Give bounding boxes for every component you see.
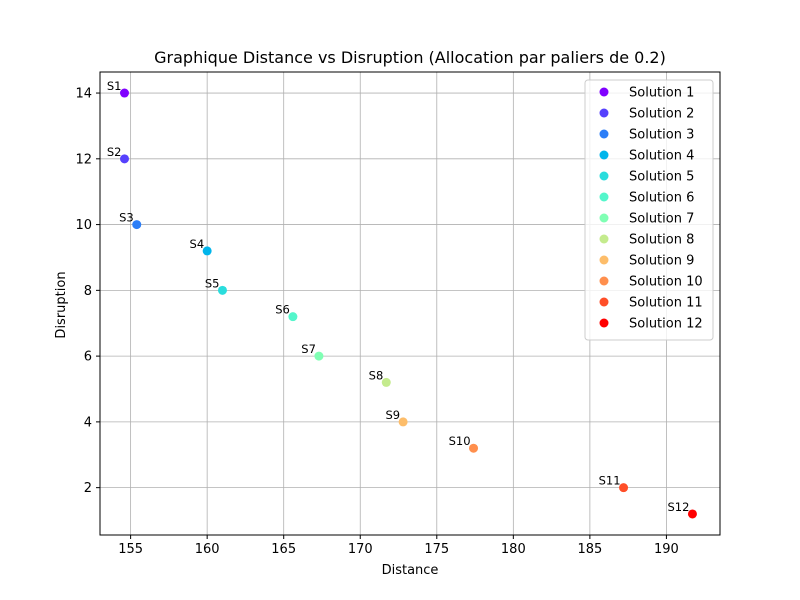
legend-entry: Solution 7	[629, 212, 694, 227]
plot-frame	[99, 71, 721, 536]
chart-title: Graphique Distance vs Disruption (Alloca…	[154, 48, 666, 67]
axis-ticks: 155 160 165 170 175 180 185 190 2 4 6 8 10 12 14	[75, 87, 678, 557]
x-tick-label: 180	[501, 542, 526, 557]
y-tick-label: 10	[75, 218, 92, 233]
data-point	[288, 312, 298, 322]
data-point	[119, 88, 129, 98]
y-tick-label: 12	[75, 152, 92, 167]
y-tick-label: 14	[75, 87, 92, 102]
legend-marker	[599, 150, 609, 160]
legend-entry: Solution 9	[629, 254, 694, 269]
legend-marker	[599, 318, 609, 328]
point-label: S4	[190, 237, 205, 251]
point-label: S12	[668, 500, 690, 514]
legend-marker	[599, 87, 609, 97]
legend-marker	[599, 171, 609, 181]
legend-box	[584, 79, 714, 341]
point-label: S9	[385, 408, 400, 422]
point-label: S10	[449, 434, 471, 448]
legend-entry: Solution 1	[629, 86, 694, 101]
x-tick-label: 170	[348, 542, 373, 557]
x-tick-label: 175	[424, 542, 449, 557]
legend-marker	[599, 297, 609, 307]
point-label: S6	[275, 303, 290, 317]
data-point	[132, 220, 142, 230]
data-point	[314, 351, 324, 361]
x-tick-label: 190	[654, 542, 679, 557]
legend-entry: Solution 5	[629, 170, 694, 185]
x-axis-label: Distance	[382, 563, 439, 578]
point-label: S2	[107, 145, 122, 159]
point-label: S7	[301, 342, 316, 356]
point-label: S5	[205, 276, 220, 290]
legend-entry: Solution 11	[629, 296, 703, 311]
y-tick-label: 8	[84, 284, 92, 299]
legend-entry: Solution 10	[629, 275, 703, 290]
y-axis-label: Disruption	[54, 271, 69, 338]
legend-marker	[599, 255, 609, 265]
x-tick-label: 165	[271, 542, 296, 557]
data-point	[217, 285, 227, 295]
y-tick-label: 2	[84, 481, 92, 496]
data-points: S1 S2 S3 S4 S5 S6 S7 S8 S9 S10 S11 S12	[107, 79, 697, 519]
data-point	[398, 417, 408, 427]
data-point	[687, 509, 697, 519]
data-point	[381, 377, 391, 387]
x-tick-label: 160	[195, 542, 220, 557]
legend-marker	[599, 276, 609, 286]
y-tick-label: 4	[84, 415, 92, 430]
legend-marker	[599, 213, 609, 223]
point-label: S3	[119, 211, 134, 225]
data-point	[619, 483, 629, 493]
legend-marker	[599, 129, 609, 139]
x-tick-label: 185	[577, 542, 602, 557]
legend-entry: Solution 12	[629, 317, 703, 332]
legend-marker	[599, 192, 609, 202]
data-point	[119, 154, 129, 164]
legend-entry: Solution 2	[629, 107, 694, 122]
legend-marker	[599, 108, 609, 118]
legend-entry: Solution 6	[629, 191, 694, 206]
legend: Solution 1 Solution 2 Solution 3 Solution 4…	[584, 79, 714, 341]
point-label: S1	[107, 79, 122, 93]
y-tick-label: 6	[84, 350, 92, 365]
data-point	[469, 443, 479, 453]
legend-entry: Solution 3	[629, 128, 694, 143]
x-tick-label: 155	[118, 542, 143, 557]
legend-entry: Solution 8	[629, 233, 694, 248]
legend-entry: Solution 4	[629, 149, 694, 164]
point-label: S11	[599, 474, 621, 488]
point-label: S8	[369, 368, 384, 382]
data-point	[202, 246, 212, 256]
legend-marker	[599, 234, 609, 244]
